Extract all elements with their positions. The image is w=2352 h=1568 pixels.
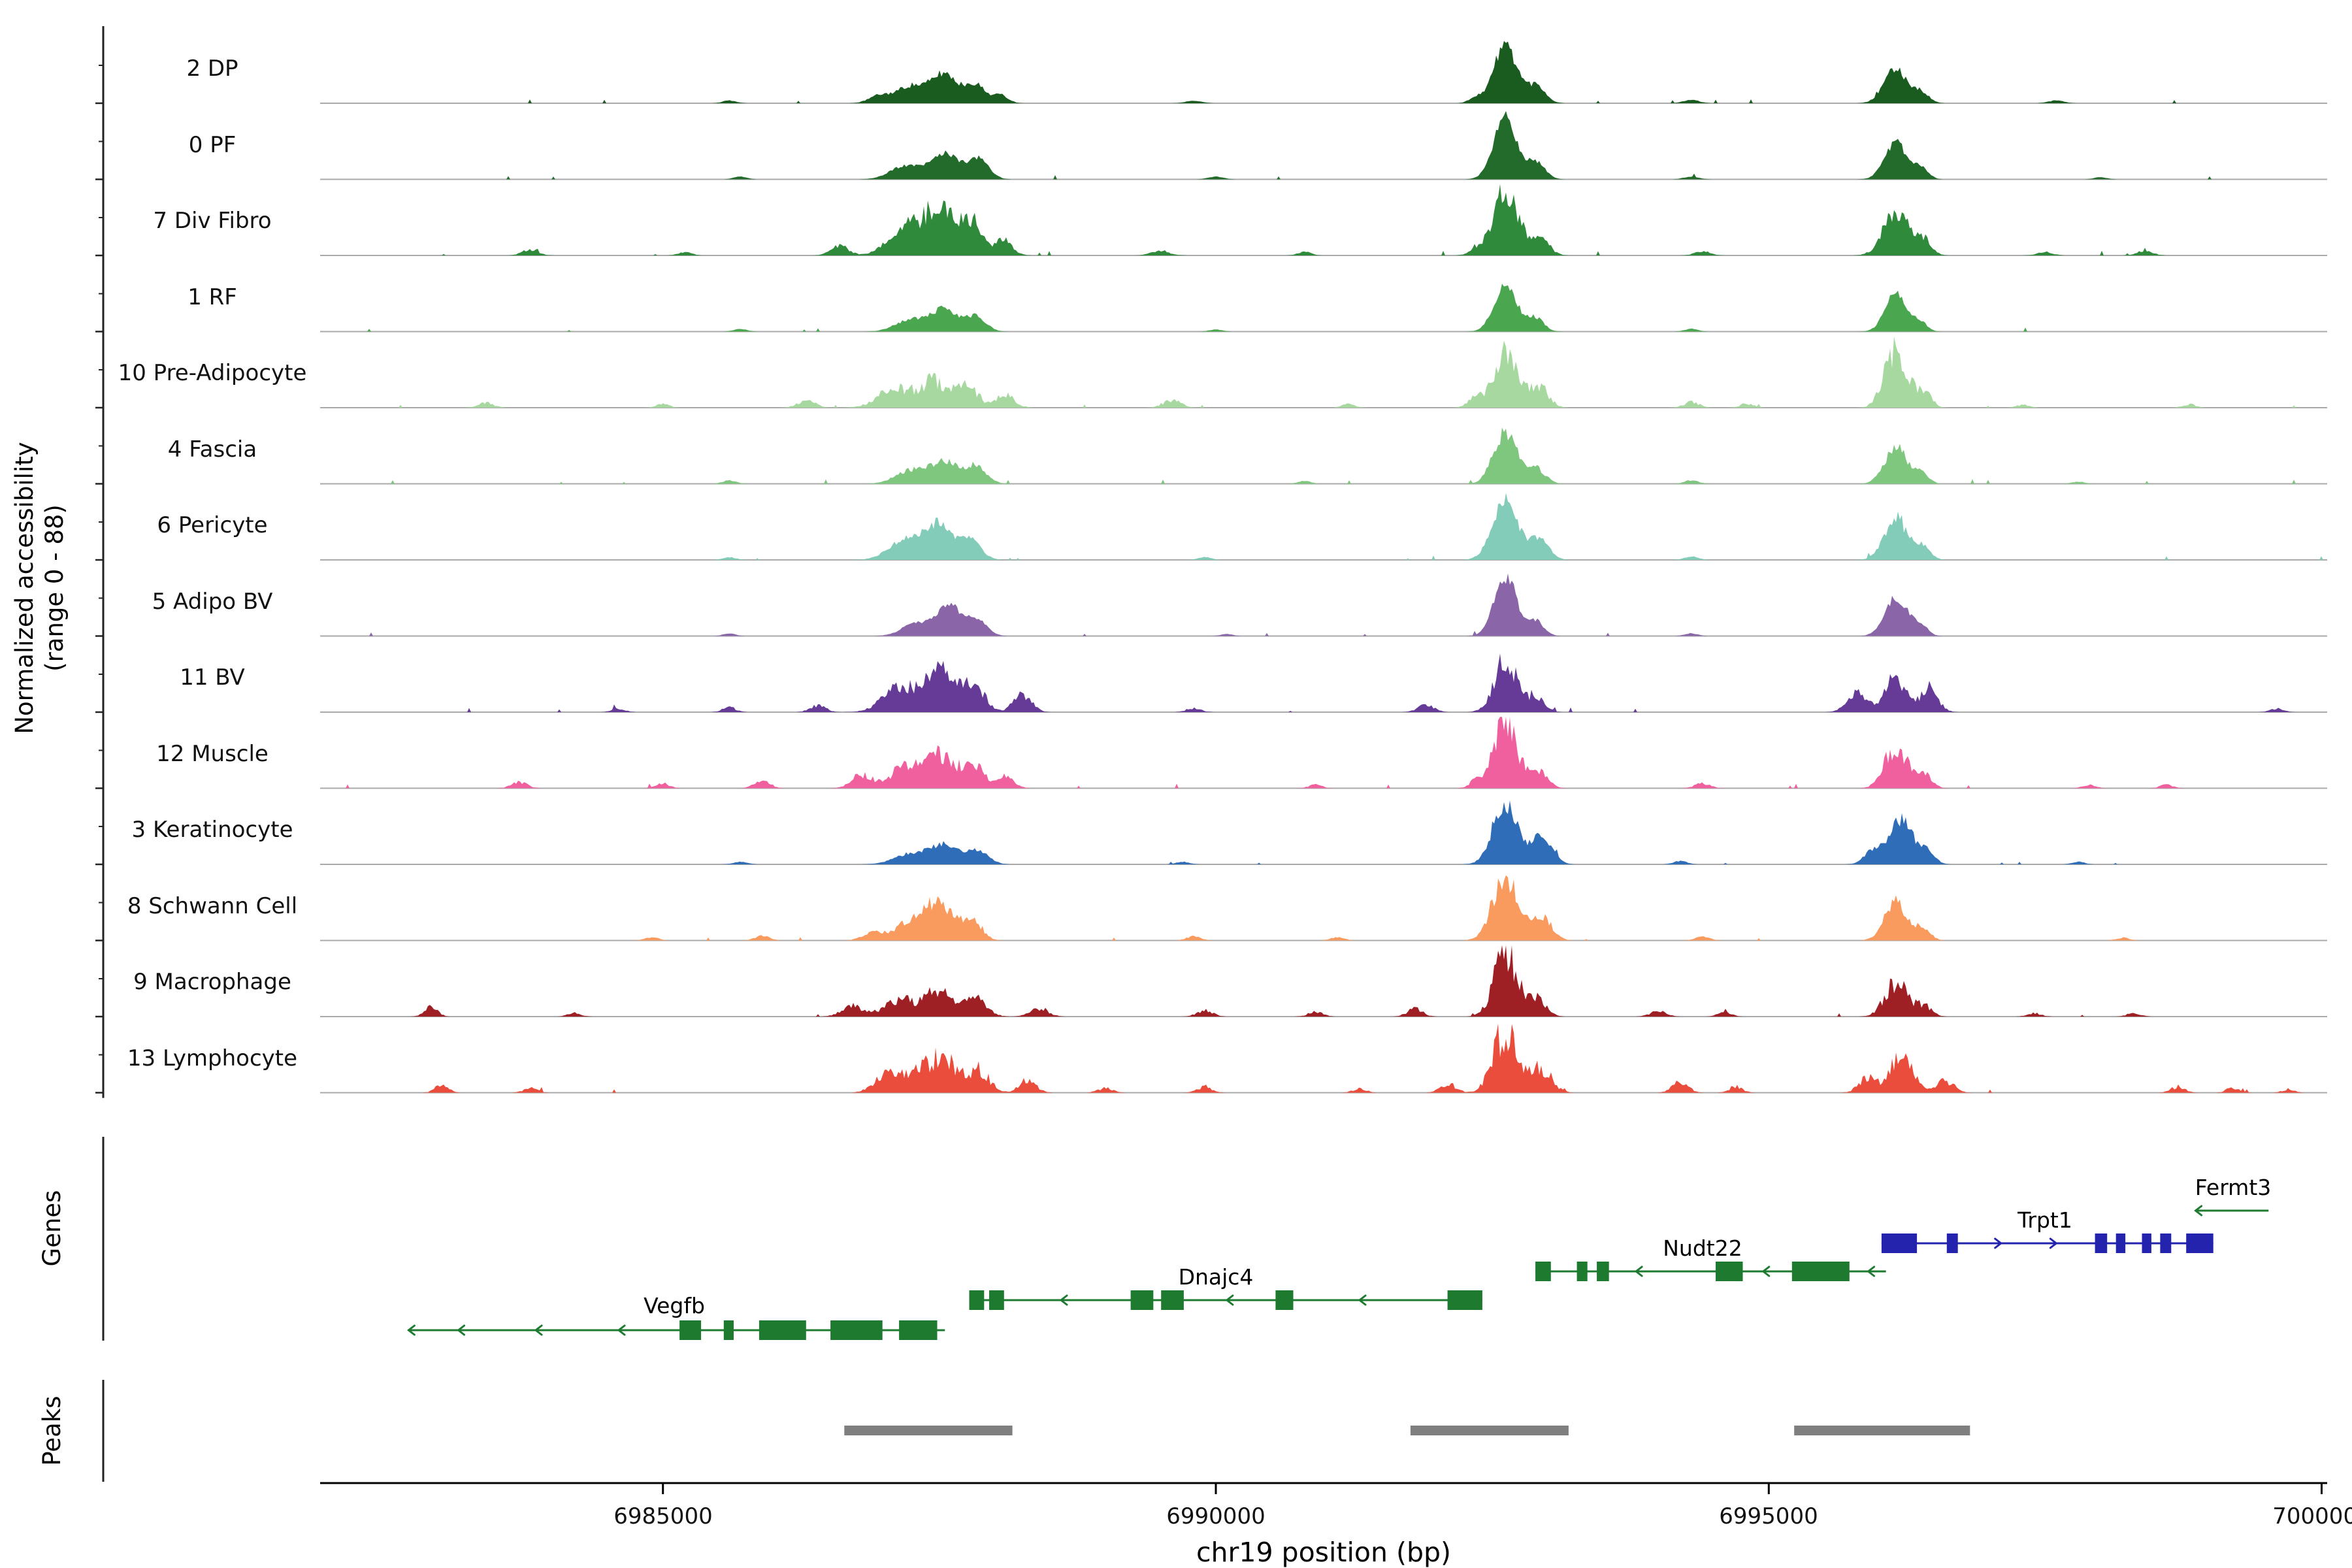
track-label-10-pre-adipocyte: 10 Pre-Adipocyte bbox=[118, 360, 307, 386]
genes-section-label: Genes bbox=[38, 1190, 66, 1267]
gene-strand-arrow-icon bbox=[1867, 1266, 1876, 1277]
track-signal-0-pf bbox=[320, 110, 2327, 180]
gene-label-nudt22: Nudt22 bbox=[1663, 1235, 1742, 1261]
track-label-8-schwann-cell: 8 Schwann Cell bbox=[127, 893, 297, 919]
track-signal-8-schwann-cell bbox=[320, 875, 2327, 941]
gene-exon-dnajc4 bbox=[1161, 1290, 1184, 1310]
gene-exon-dnajc4 bbox=[969, 1290, 985, 1310]
x-axis-title: chr19 position (bp) bbox=[1196, 1537, 1451, 1568]
track-label-12-muscle: 12 Muscle bbox=[156, 741, 269, 767]
track-signal-2-dp bbox=[320, 41, 2327, 103]
track-label-1-rf: 1 RF bbox=[188, 284, 237, 310]
x-tick-label-7000000: 7000000 bbox=[2272, 1503, 2352, 1529]
gene-label-fermt3: Fermt3 bbox=[2195, 1175, 2272, 1200]
gene-strand-arrow-icon bbox=[2049, 1237, 2058, 1249]
gene-strand-arrow-icon bbox=[1059, 1294, 1068, 1306]
track-signal-10-pre-adipocyte bbox=[320, 336, 2327, 408]
gene-label-dnajc4: Dnajc4 bbox=[1179, 1264, 1254, 1290]
x-tick-label-6990000: 6990000 bbox=[1166, 1503, 1265, 1529]
gene-exon-dnajc4 bbox=[1447, 1290, 1482, 1310]
x-tick-label-6985000: 6985000 bbox=[613, 1503, 712, 1529]
gene-exon-trpt1 bbox=[2115, 1233, 2126, 1253]
gene-exon-vegfb bbox=[723, 1320, 734, 1340]
peak-region-bar bbox=[1794, 1426, 1970, 1435]
track-signal-9-macrophage bbox=[320, 945, 2327, 1017]
gene-strand-arrow-icon bbox=[1761, 1266, 1771, 1277]
track-signal-3-keratinocyte bbox=[320, 800, 2327, 864]
gene-exon-vegfb bbox=[679, 1320, 702, 1340]
gene-exon-nudt22 bbox=[1716, 1262, 1743, 1281]
gene-exon-dnajc4 bbox=[989, 1290, 1004, 1310]
x-tick-label-6995000: 6995000 bbox=[1719, 1503, 1818, 1529]
gene-strand-arrow-icon bbox=[617, 1324, 626, 1336]
gene-exon-vegfb bbox=[830, 1320, 883, 1340]
peak-region-bar bbox=[1410, 1426, 1569, 1435]
chart-graphics-layer bbox=[95, 26, 2327, 1494]
gene-exon-trpt1 bbox=[1946, 1233, 1958, 1253]
peaks-section-label: Peaks bbox=[38, 1396, 66, 1465]
track-signal-13-lymphocyte bbox=[320, 1023, 2327, 1093]
peak-region-bar bbox=[844, 1426, 1013, 1435]
track-label-3-keratinocyte: 3 Keratinocyte bbox=[132, 817, 293, 843]
text-layer: Normalized accessibility (range 0 - 88) … bbox=[10, 56, 2352, 1568]
track-signal-12-muscle bbox=[320, 717, 2327, 789]
track-label-7-div-fibro: 7 Div Fibro bbox=[153, 208, 271, 234]
y-axis-label-line1: Normalized accessibility bbox=[10, 442, 39, 734]
gene-exon-trpt1 bbox=[2142, 1233, 2151, 1253]
gene-exon-nudt22 bbox=[1597, 1262, 1609, 1281]
track-signal-5-adipo-bv bbox=[320, 573, 2327, 636]
track-label-5-adipo-bv: 5 Adipo BV bbox=[152, 589, 273, 615]
gene-strand-arrow-icon bbox=[1994, 1237, 2003, 1249]
track-signal-6-pericyte bbox=[320, 493, 2327, 560]
gene-exon-nudt22 bbox=[1791, 1262, 1850, 1281]
track-label-0-pf: 0 PF bbox=[189, 132, 237, 158]
gene-exon-dnajc4 bbox=[1275, 1290, 1294, 1310]
gene-exon-trpt1 bbox=[2160, 1233, 2172, 1253]
gene-exon-nudt22 bbox=[1576, 1262, 1588, 1281]
gene-exon-vegfb bbox=[899, 1320, 938, 1340]
track-label-9-macrophage: 9 Macrophage bbox=[133, 969, 291, 995]
gene-exon-trpt1 bbox=[2095, 1233, 2108, 1253]
gene-label-vegfb: Vegfb bbox=[644, 1293, 705, 1318]
gene-exon-vegfb bbox=[759, 1320, 806, 1340]
gene-strand-arrow-icon bbox=[534, 1324, 543, 1336]
gene-strand-arrow-icon bbox=[1634, 1266, 1643, 1277]
y-axis-label-line2: (range 0 - 88) bbox=[41, 504, 69, 672]
gene-exon-dnajc4 bbox=[1130, 1290, 1154, 1310]
track-label-13-lymphocyte: 13 Lymphocyte bbox=[127, 1045, 297, 1071]
track-signal-11-bv bbox=[320, 653, 2327, 712]
gene-strand-arrow-icon bbox=[457, 1324, 466, 1336]
gene-exon-trpt1 bbox=[2186, 1233, 2213, 1253]
gene-strand-arrow-icon bbox=[1358, 1294, 1367, 1306]
track-signal-1-rf bbox=[320, 284, 2327, 332]
track-label-11-bv: 11 BV bbox=[180, 664, 245, 691]
gene-strand-arrow-icon bbox=[1225, 1294, 1234, 1306]
gene-exon-trpt1 bbox=[1881, 1233, 1918, 1253]
track-label-4-fascia: 4 Fascia bbox=[168, 436, 257, 463]
gene-strand-arrow-icon bbox=[2194, 1205, 2203, 1217]
track-signal-4-fascia bbox=[320, 427, 2327, 484]
track-signal-7-div-fibro bbox=[320, 184, 2327, 255]
gene-exon-nudt22 bbox=[1535, 1262, 1551, 1281]
track-label-2-dp: 2 DP bbox=[186, 56, 238, 82]
gene-strand-arrow-icon bbox=[406, 1324, 416, 1336]
gene-label-trpt1: Trpt1 bbox=[2017, 1207, 2072, 1233]
track-label-6-pericyte: 6 Pericyte bbox=[157, 512, 267, 538]
